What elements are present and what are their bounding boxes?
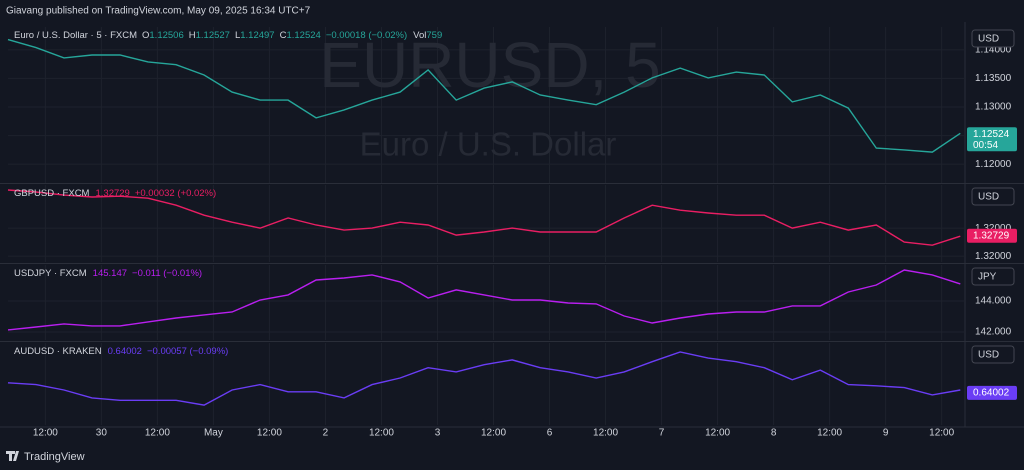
x-tick-label: 2: [323, 428, 329, 439]
price-line: [7, 38, 961, 153]
legend-value: 1.12497: [240, 30, 274, 41]
legend-label: Vol: [413, 30, 426, 41]
currency-label: USD: [978, 350, 999, 361]
legend-symbol: AUDUSD · KRAKEN: [14, 346, 102, 357]
currency-label: USD: [978, 34, 999, 45]
watermark-subtitle: Euro / U.S. Dollar: [360, 126, 617, 163]
x-tick-label: 9: [883, 428, 889, 439]
y-tick-label: 1.32000: [975, 223, 1012, 234]
legend-label: C: [280, 30, 287, 41]
legend-symbol: GBPUSD · FXCM: [14, 188, 90, 199]
x-tick-label: 12:00: [257, 428, 282, 439]
currency-box: [971, 345, 1015, 364]
x-tick-label: 12:00: [481, 428, 506, 439]
legend-last: 145.147: [93, 268, 127, 279]
x-tick-label: 12:00: [817, 428, 842, 439]
y-tick-label: 144.000: [975, 296, 1012, 307]
legend: Euro / U.S. Dollar · 5 · FXCM O1.12506 H1.…: [14, 30, 442, 41]
price-label: 1.32729: [973, 230, 1010, 241]
legend-symbol: USDJPY · FXCM: [14, 268, 87, 279]
legend-last: 0.64002: [108, 346, 142, 357]
x-tick-label: 7: [659, 428, 665, 439]
legend-label: L: [235, 30, 240, 41]
x-tick-label: 30: [96, 428, 108, 439]
currency-box: [971, 187, 1015, 206]
price-label-box: [967, 228, 1017, 243]
y-tick-label: 142.000: [975, 327, 1012, 338]
x-tick-label: 12:00: [929, 428, 954, 439]
legend-symbol: Euro / U.S. Dollar · 5 · FXCM: [14, 30, 137, 41]
x-tick-label: 12:00: [145, 428, 170, 439]
x-tick-label: May: [204, 428, 223, 439]
y-tick-label: 1.13000: [975, 102, 1012, 113]
countdown: 00:54: [973, 140, 998, 151]
x-tick-label: 12:00: [369, 428, 394, 439]
legend-value: 1.12527: [196, 30, 230, 41]
y-tick-label: 1.14000: [975, 44, 1012, 55]
x-tick-label: 12:00: [705, 428, 730, 439]
legend-last: 1.32729: [95, 188, 129, 199]
currency-label: USD: [978, 192, 999, 203]
legend-change: −0.011 (−0.01%): [132, 268, 202, 279]
y-tick-label: 1.13500: [975, 73, 1012, 84]
x-tick-label: 12:00: [593, 428, 618, 439]
y-tick-label: 1.12000: [975, 159, 1012, 170]
price-label-box: [967, 127, 1017, 152]
legend-change: +0.00032 (+0.02%): [135, 188, 216, 199]
watermark-title: EURUSD, 5: [319, 29, 660, 101]
price-label-box: [967, 385, 1017, 400]
legend: GBPUSD · FXCM 1.32729 +0.00032 (+0.02%): [14, 188, 216, 199]
legend-label: O: [142, 30, 149, 41]
legend-change: −0.00018 (−0.02%): [326, 30, 407, 41]
currency-label: JPY: [978, 272, 997, 283]
price-line: [7, 269, 961, 331]
price-line: [7, 351, 961, 406]
legend: AUDUSD · KRAKEN 0.64002 −0.00057 (−0.09%): [14, 346, 228, 357]
price-label: 0.64002: [973, 388, 1010, 399]
x-tick-label: 6: [547, 428, 553, 439]
price-line: [7, 189, 961, 246]
legend-value: 1.12524: [286, 30, 320, 41]
y-tick-label: 1.32000: [975, 251, 1012, 262]
price-label: 1.12524: [973, 129, 1010, 140]
currency-box: [971, 29, 1015, 48]
logo: [6, 451, 19, 461]
legend-value: 1.12506: [149, 30, 183, 41]
currency-box: [971, 267, 1015, 286]
x-tick-label: 12:00: [33, 428, 58, 439]
legend-label: H: [189, 30, 196, 41]
x-tick-label: 3: [435, 428, 441, 439]
footer-brand: TradingView: [24, 451, 85, 463]
header-text: Giavang published on TradingView.com, Ma…: [6, 6, 311, 17]
x-tick-label: 8: [771, 428, 777, 439]
legend: USDJPY · FXCM 145.147 −0.011 (−0.01%): [14, 268, 202, 279]
legend-value: 759: [426, 30, 442, 41]
legend-change: −0.00057 (−0.09%): [147, 346, 228, 357]
